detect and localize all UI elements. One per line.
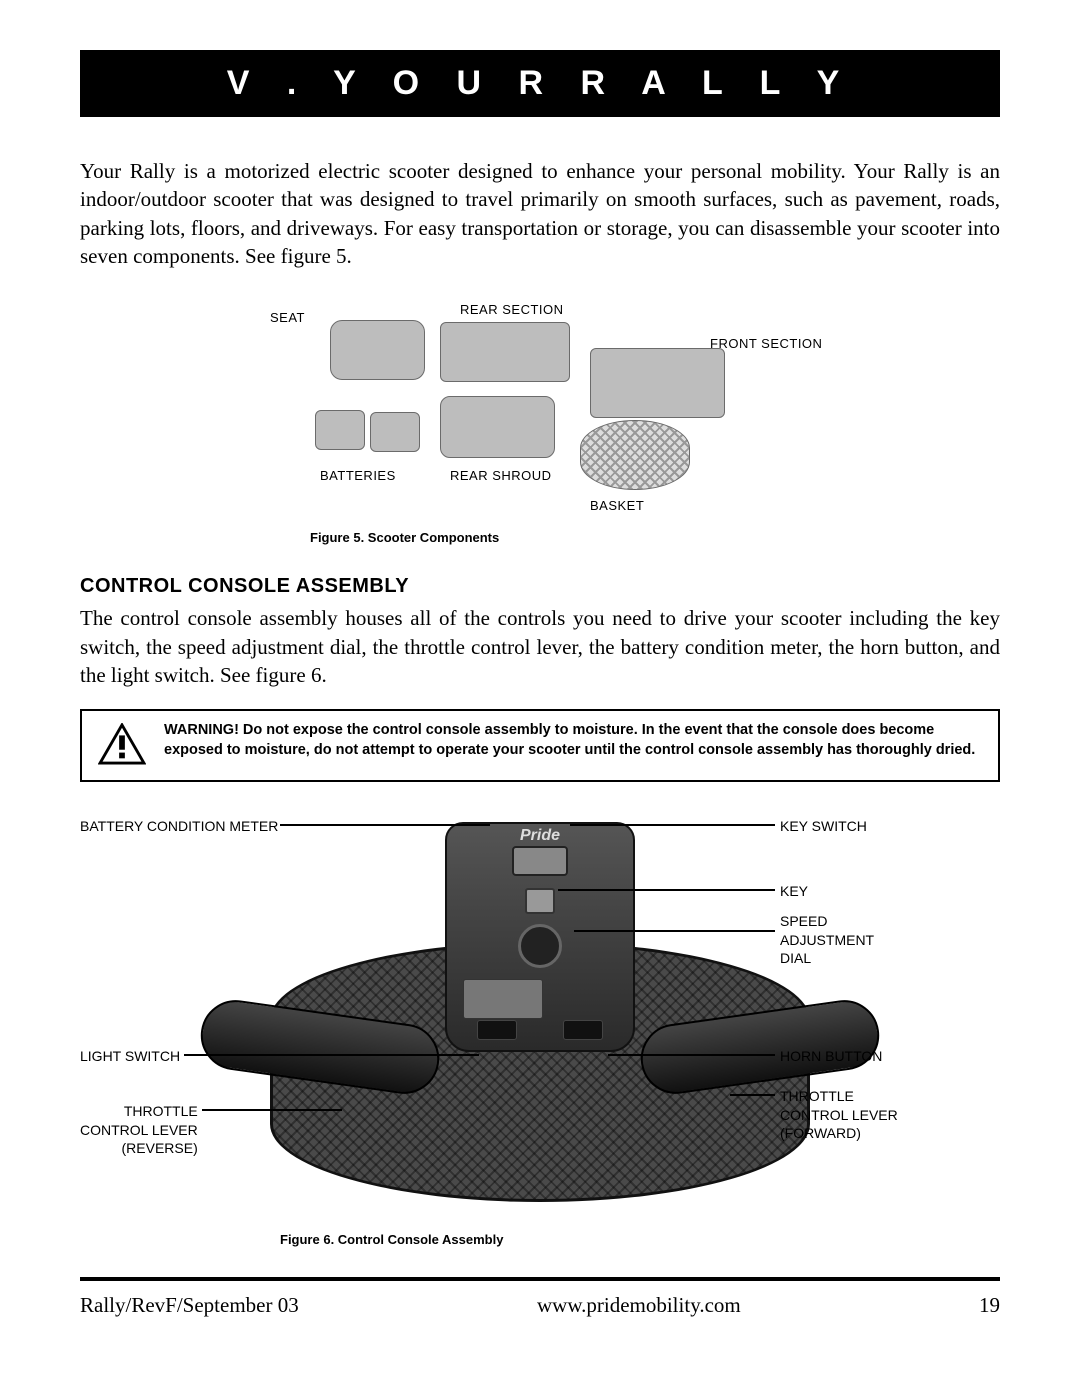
light-switch-icon (477, 1020, 517, 1040)
caution-sticker (463, 979, 543, 1019)
label-seat: SEAT (270, 310, 305, 325)
horn-button-icon (563, 1020, 603, 1040)
label-throttle-fwd-1: THROTTLE (780, 1087, 898, 1105)
label-throttle-rev-1: THROTTLE (80, 1102, 198, 1120)
comp-rear-section (440, 322, 570, 382)
label-throttle-fwd-2: CONTROL LEVER (780, 1106, 898, 1124)
footer-rule (80, 1277, 1000, 1281)
footer-center: www.pridemobility.com (537, 1293, 741, 1318)
footer-left: Rally/RevF/September 03 (80, 1293, 299, 1318)
warning-text: WARNING! Do not expose the control conso… (164, 721, 982, 760)
label-battery-meter: BATTERY CONDITION METER (80, 817, 278, 835)
label-speed-3: DIAL (780, 949, 874, 967)
label-batteries: BATTERIES (320, 468, 396, 483)
section-header: V . Y O U R R A L L Y (80, 50, 1000, 117)
battery-meter-icon (512, 846, 568, 876)
footer-right: 19 (979, 1293, 1000, 1318)
intro-paragraph: Your Rally is a motorized electric scoot… (80, 157, 1000, 270)
label-basket: BASKET (590, 498, 644, 513)
label-rear-section: REAR SECTION (460, 302, 564, 317)
key-slot-icon (525, 888, 555, 914)
warning-box: WARNING! Do not expose the control conso… (80, 709, 1000, 782)
comp-seat (330, 320, 425, 380)
control-console-paragraph: The control console assembly houses all … (80, 604, 1000, 689)
page-footer: Rally/RevF/September 03 www.pridemobilit… (80, 1293, 1000, 1318)
figure-6-caption: Figure 6. Control Console Assembly (280, 1232, 1000, 1247)
label-throttle-rev-2: CONTROL LEVER (80, 1121, 198, 1139)
label-rear-shroud: REAR SHROUD (450, 468, 552, 483)
warning-icon (98, 723, 146, 770)
figure-6: Pride BATTERY CONDITION METER LIGHT SWIT… (80, 802, 1000, 1247)
label-horn: HORN BUTTON (780, 1047, 882, 1065)
figure-5-caption: Figure 5. Scooter Components (310, 530, 1000, 545)
label-throttle-fwd-3: (FORWARD) (780, 1124, 898, 1142)
comp-front-section (590, 348, 725, 418)
comp-basket (580, 420, 690, 490)
comp-rear-shroud (440, 396, 555, 458)
comp-battery-2 (370, 412, 420, 452)
label-throttle-rev-3: (REVERSE) (80, 1139, 198, 1157)
label-key: KEY (780, 882, 808, 900)
console-panel: Pride (445, 822, 635, 1052)
label-front-section: FRONT SECTION (710, 336, 822, 351)
brand-label: Pride (520, 827, 560, 845)
speed-dial-icon (518, 924, 562, 968)
label-light-switch: LIGHT SWITCH (80, 1047, 180, 1065)
comp-battery-1 (315, 410, 365, 450)
figure-5: SEAT REAR SECTION FRONT SECTION BATTERIE… (80, 300, 1000, 545)
subheading-control-console: CONTROL CONSOLE ASSEMBLY (80, 575, 1000, 598)
label-speed-2: ADJUSTMENT (780, 931, 874, 949)
label-key-switch: KEY SWITCH (780, 817, 867, 835)
label-speed-1: SPEED (780, 912, 874, 930)
